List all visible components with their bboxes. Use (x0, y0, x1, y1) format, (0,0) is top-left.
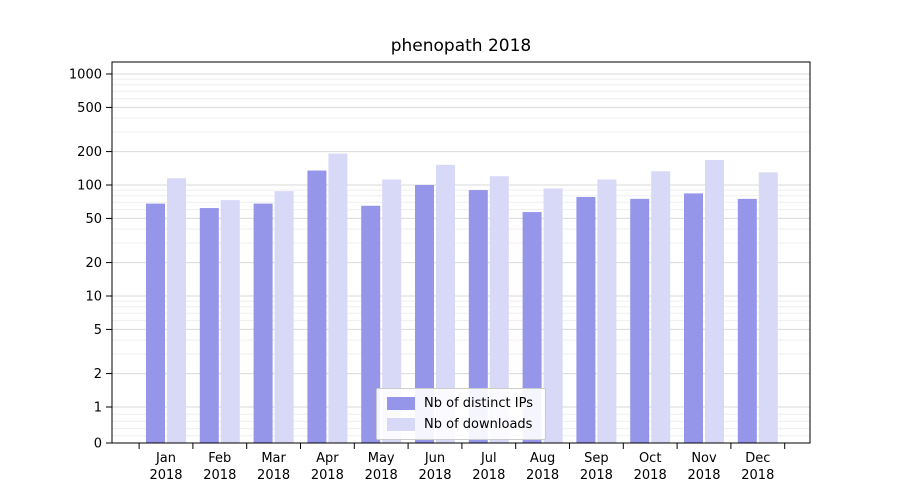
x-tick-label-year: 2018 (472, 468, 505, 483)
y-tick-label: 1000 (69, 68, 102, 83)
x-tick-label-month: Aug (530, 451, 555, 466)
y-tick-label: 200 (77, 145, 102, 160)
bar-distinct-ips-jun (415, 185, 434, 443)
y-tick-label: 100 (77, 179, 102, 194)
bar-distinct-ips-sep (576, 196, 596, 443)
x-tick-label-month: Oct (639, 451, 661, 466)
y-tick-label: 10 (85, 290, 102, 305)
x-tick-label-year: 2018 (149, 468, 182, 483)
x-tick-label-month: Jul (480, 451, 497, 466)
x-tick-label-month: Mar (261, 451, 286, 466)
x-tick-label-month: Feb (208, 451, 231, 466)
bar-distinct-ips-dec (737, 198, 757, 443)
bar-distinct-ips-aug (522, 212, 542, 443)
bar-downloads-jan (167, 178, 186, 443)
bar-distinct-ips-mar (253, 203, 273, 443)
bar-downloads-jul (489, 176, 509, 443)
y-tick-label: 1 (94, 401, 102, 416)
bar-distinct-ips-apr (307, 170, 327, 443)
legend-swatch-downloads (387, 418, 416, 431)
chart-legend: Nb of distinct IPs Nb of downloads (376, 388, 546, 440)
legend-label-downloads: Nb of downloads (424, 417, 533, 432)
x-tick-label-year: 2018 (203, 468, 236, 483)
x-tick-label-year: 2018 (311, 468, 344, 483)
chart-title: phenopath 2018 (390, 36, 532, 56)
x-tick-label-year: 2018 (687, 468, 720, 483)
x-tick-label-month: Dec (745, 451, 770, 466)
x-tick-label-year: 2018 (418, 468, 451, 483)
bar-distinct-ips-jul (468, 190, 488, 443)
bar-downloads-may (382, 179, 402, 443)
bar-downloads-jun (436, 164, 455, 443)
y-tick-label: 20 (85, 256, 102, 271)
bar-downloads-oct (651, 171, 671, 443)
bar-downloads-feb (220, 200, 240, 443)
bar-downloads-aug (543, 188, 563, 443)
y-tick-label: 5 (94, 323, 102, 338)
y-tick-label: 500 (77, 101, 102, 116)
legend-entry-distinct-ips: Nb of distinct IPs (387, 396, 533, 411)
y-tick-label: 50 (85, 212, 102, 227)
legend-swatch-distinct-ips (387, 397, 416, 410)
bar-distinct-ips-may (361, 205, 381, 443)
bar-distinct-ips-nov (684, 193, 703, 443)
x-tick-label-month: Nov (691, 451, 717, 466)
legend-label-distinct-ips: Nb of distinct IPs (424, 396, 533, 411)
y-tick-label: 0 (94, 437, 102, 452)
legend-entry-downloads: Nb of downloads (387, 417, 533, 432)
x-tick-label-year: 2018 (580, 468, 613, 483)
bar-downloads-mar (274, 191, 294, 443)
bar-distinct-ips-jan (146, 203, 165, 443)
plot-border (111, 61, 811, 444)
x-tick-label-year: 2018 (365, 468, 398, 483)
x-tick-label-month: May (368, 451, 395, 466)
bar-downloads-sep (597, 179, 617, 443)
x-tick-label-month: Sep (584, 451, 609, 466)
bar-downloads-dec (758, 172, 778, 443)
x-tick-label-year: 2018 (634, 468, 667, 483)
x-tick-label-year: 2018 (257, 468, 290, 483)
x-tick-label-year: 2018 (741, 468, 774, 483)
x-tick-label-year: 2018 (526, 468, 559, 483)
bar-distinct-ips-oct (630, 198, 650, 443)
bar-downloads-nov (705, 159, 724, 444)
y-tick-label: 2 (94, 367, 102, 382)
bar-distinct-ips-feb (199, 208, 219, 443)
x-tick-label-month: Jun (424, 451, 445, 466)
x-tick-label-month: Jan (155, 451, 176, 466)
bar-downloads-apr (328, 153, 348, 443)
x-tick-label-month: Apr (316, 451, 339, 466)
